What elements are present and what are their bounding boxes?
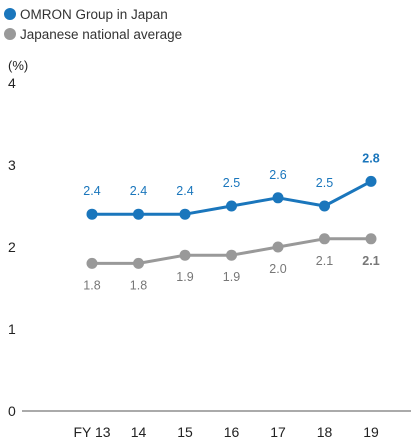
x-tick-label: 19 [363,424,379,440]
data-label-0: 2.5 [223,176,240,190]
data-point-1 [179,249,191,261]
legend-item-national: Japanese national average [4,24,182,44]
data-point-1 [86,257,98,269]
data-point-1 [365,233,377,245]
data-label-0: 2.4 [83,184,100,198]
y-axis-unit: (%) [8,58,28,73]
x-tick-label: 18 [317,424,333,440]
data-label-1: 2.1 [316,254,333,268]
data-label-1: 1.8 [130,278,147,292]
x-tick-label: 16 [224,424,240,440]
data-point-1 [133,257,144,269]
y-tick-label: 1 [8,321,16,337]
data-label-0: 2.6 [269,168,286,182]
x-tick-label: FY 13 [73,424,110,440]
data-label-1: 1.9 [176,270,193,284]
data-point-0 [179,208,191,220]
data-label-1: 2.0 [269,262,286,276]
legend-swatch-national-icon [4,28,16,40]
data-point-0 [86,208,98,220]
legend-label-national: Japanese national average [20,26,183,42]
data-point-0 [272,192,284,204]
data-label-0: 2.8 [362,151,379,165]
data-label-1: 1.8 [83,278,100,292]
data-label-0: 2.4 [176,184,193,198]
y-tick-label: 4 [8,75,16,91]
y-tick-label: 2 [8,239,16,255]
data-point-1 [226,249,237,261]
data-point-0 [133,208,144,220]
data-point-1 [319,233,330,245]
data-label-1: 2.1 [362,254,379,268]
x-tick-label: 14 [131,424,147,440]
y-tick-label: 0 [8,403,16,419]
data-label-0: 2.5 [316,176,333,190]
legend-swatch-omron-icon [4,8,16,20]
x-tick-label: 15 [177,424,193,440]
data-point-0 [319,200,330,212]
legend-item-omron: OMRON Group in Japan [4,4,182,24]
x-tick-label: 17 [270,424,286,440]
data-point-0 [365,175,377,187]
y-tick-label: 3 [8,157,16,173]
data-point-1 [272,241,284,253]
legend: OMRON Group in Japan Japanese national a… [4,4,182,44]
data-label-0: 2.4 [130,184,147,198]
data-point-0 [226,200,237,212]
legend-label-omron: OMRON Group in Japan [20,6,168,22]
data-label-1: 1.9 [223,270,240,284]
